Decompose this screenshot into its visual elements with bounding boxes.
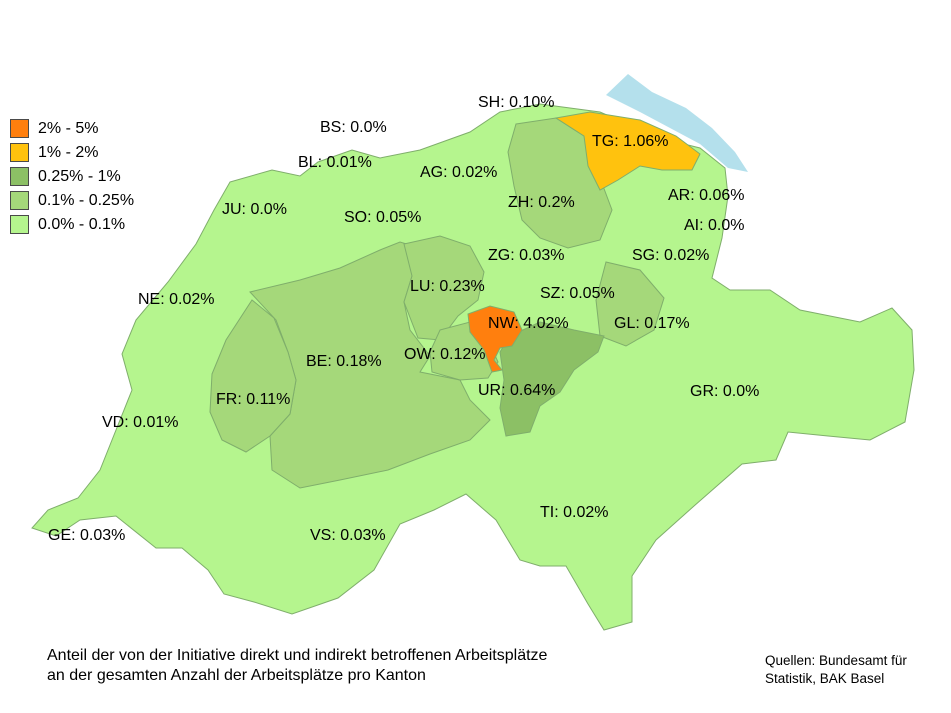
legend-swatch (10, 143, 29, 162)
label-ti: TI: 0.02% (540, 504, 608, 521)
legend-swatch (10, 191, 29, 210)
legend-swatch (10, 215, 29, 234)
label-lu: LU: 0.23% (410, 278, 485, 295)
canton-ur (499, 321, 605, 437)
label-vd: VD: 0.01% (102, 414, 178, 431)
label-ai: AI: 0.0% (684, 217, 744, 234)
label-so: SO: 0.05% (344, 209, 421, 226)
legend-label: 0.1% - 0.25% (38, 191, 135, 209)
label-sg: SG: 0.02% (632, 247, 709, 264)
label-ow: OW: 0.12% (404, 346, 486, 363)
source-line-1: Quellen: Bundesamt für (765, 653, 907, 668)
label-tg: TG: 1.06% (592, 133, 668, 150)
label-zh: ZH: 0.2% (508, 194, 575, 211)
label-sz: SZ: 0.05% (540, 285, 615, 302)
legend-swatch (10, 119, 29, 138)
label-vs: VS: 0.03% (310, 527, 386, 544)
label-ne: NE: 0.02% (138, 291, 214, 308)
legend-label: 0.0% - 0.1% (38, 215, 126, 233)
canton-tg (554, 111, 701, 191)
caption-line-2: an der gesamten Anzahl der Arbeitsplätze… (47, 667, 426, 684)
source-line-2: Statistik, BAK Basel (765, 671, 885, 686)
label-bl: BL: 0.01% (298, 154, 372, 171)
canton-fr (209, 299, 297, 453)
legend-item: 2% - 5% (10, 118, 134, 139)
legend: 2% - 5% 1% - 2% 0.25% - 1% 0.1% - 0.25% … (10, 118, 134, 238)
legend-label: 2% - 5% (38, 119, 99, 137)
legend-label: 0.25% - 1% (38, 167, 121, 185)
legend-swatch (10, 167, 29, 186)
legend-item: 0.1% - 0.25% (10, 190, 134, 211)
canton-gl (595, 261, 665, 347)
legend-label: 1% - 2% (38, 143, 99, 161)
label-gr: GR: 0.0% (690, 383, 759, 400)
canton-nw (467, 305, 523, 373)
lake-constance (606, 74, 748, 172)
caption-line-1: Anteil der von der Initiative direkt und… (47, 647, 548, 664)
label-be: BE: 0.18% (306, 353, 382, 370)
label-ar: AR: 0.06% (668, 187, 744, 204)
map-caption: Anteil der von der Initiative direkt und… (47, 646, 547, 686)
label-ge: GE: 0.03% (48, 527, 125, 544)
label-sh: SH: 0.10% (478, 94, 554, 111)
label-gl: GL: 0.17% (614, 315, 690, 332)
source-note: Quellen: Bundesamt für Statistik, BAK Ba… (765, 652, 907, 688)
label-fr: FR: 0.11% (216, 391, 290, 408)
legend-item: 0.0% - 0.1% (10, 214, 134, 235)
label-ur: UR: 0.64% (478, 382, 555, 399)
label-ju: JU: 0.0% (222, 201, 287, 218)
legend-item: 0.25% - 1% (10, 166, 134, 187)
label-ag: AG: 0.02% (420, 164, 497, 181)
label-zg: ZG: 0.03% (488, 247, 564, 264)
label-nw: NW: 4.02% (488, 315, 569, 332)
label-bs: BS: 0.0% (320, 119, 387, 136)
legend-item: 1% - 2% (10, 142, 134, 163)
canton-lu (403, 235, 485, 341)
